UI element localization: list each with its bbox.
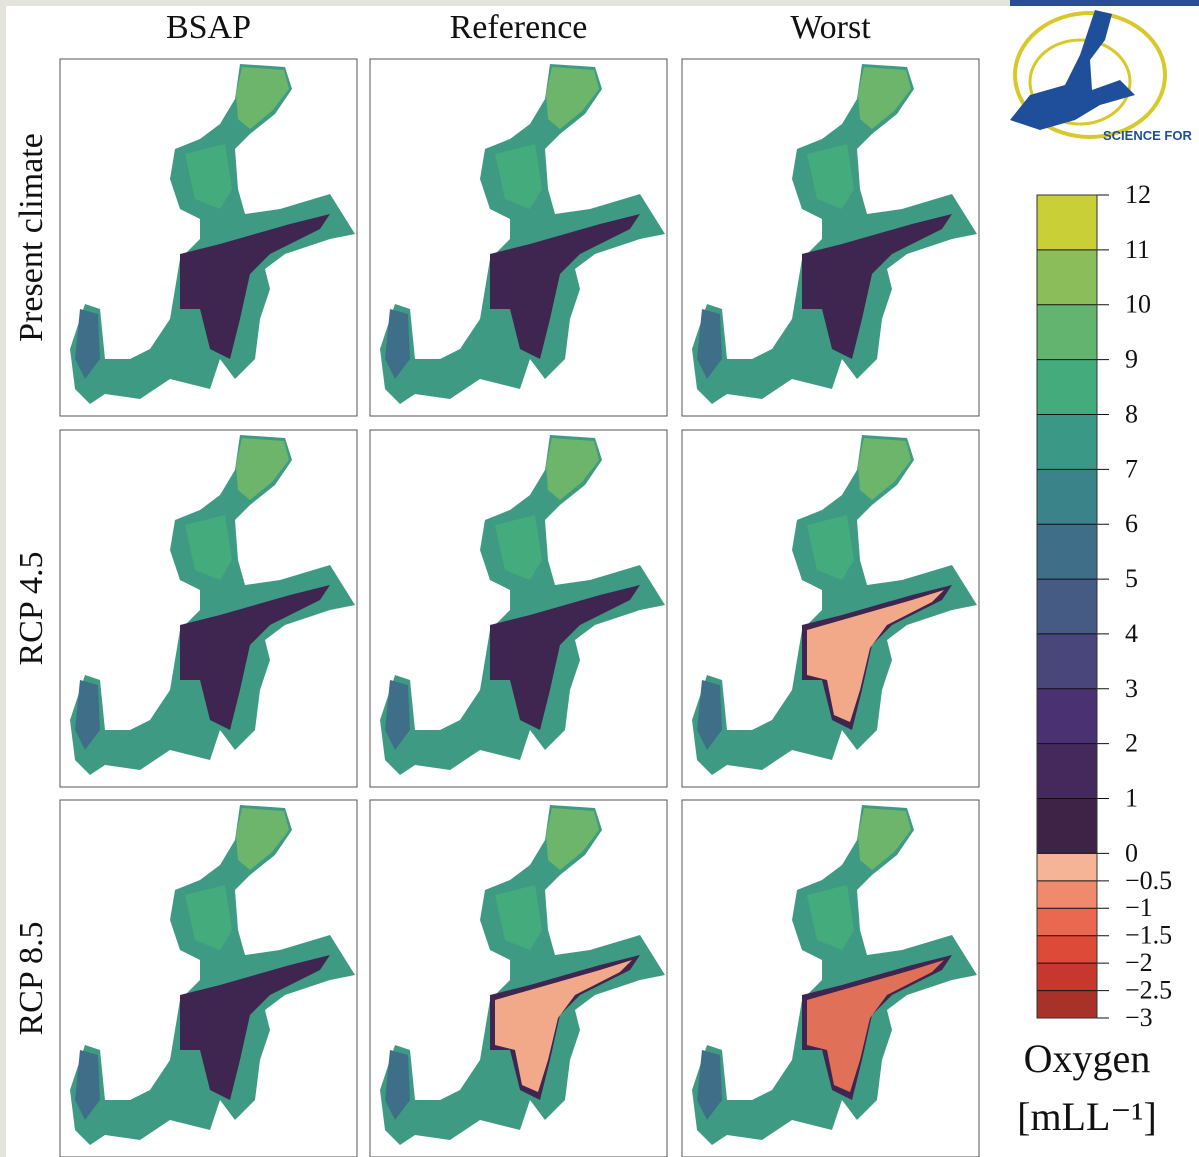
- colorbar-band: [1037, 963, 1097, 991]
- row-header: RCP 8.5: [13, 921, 50, 1035]
- colorbar-tick-label: −2.5: [1125, 976, 1172, 1005]
- colorbar-band: [1037, 633, 1097, 689]
- hypoxic-area: [495, 960, 632, 1092]
- colorbar-band: [1037, 249, 1097, 305]
- column-header: BSAP: [166, 9, 251, 46]
- colorbar-tick-label: 3: [1125, 674, 1138, 703]
- colorbar-tick-label: −3: [1125, 1003, 1153, 1032]
- colorbar-tick-label: −0.5: [1125, 866, 1172, 895]
- colorbar-tick-label: 10: [1125, 290, 1151, 319]
- colorbar-band: [1037, 908, 1097, 936]
- colorbar-band: [1037, 935, 1097, 964]
- colorbar-band: [1037, 469, 1097, 525]
- colorbar-tick-label: 11: [1125, 235, 1150, 264]
- colorbar-band: [1037, 990, 1097, 1018]
- map-panel: [369, 58, 668, 417]
- colorbar-band: [1037, 743, 1097, 799]
- map-panel: [681, 799, 980, 1157]
- colorbar-tick-label: −2: [1125, 948, 1153, 977]
- colorbar-band: [1037, 414, 1097, 470]
- column-header: Reference: [450, 9, 588, 46]
- colorbar-unit: [mLL⁻¹]: [1017, 1094, 1157, 1139]
- colorbar-band: [1037, 195, 1097, 250]
- row-header: Present climate: [13, 133, 50, 342]
- colorbar-tick-label: 5: [1125, 564, 1138, 593]
- hypoxic-area: [807, 960, 944, 1092]
- colorbar-tick-label: 4: [1125, 619, 1138, 648]
- colorbar-band: [1037, 880, 1097, 909]
- colorbar-band: [1037, 688, 1097, 744]
- colorbar-frame: [1036, 194, 1098, 1019]
- logo: SCIENCE FOR: [1010, 10, 1192, 143]
- colorbar-tick-label: 2: [1125, 729, 1138, 758]
- colorbar-band: [1037, 359, 1097, 415]
- colorbar-band: [1037, 579, 1097, 634]
- colorbar-tick-label: 1: [1125, 784, 1138, 813]
- frame-left: [0, 0, 6, 1157]
- colorbar-tick-label: −1: [1125, 893, 1153, 922]
- colorbar-tick-label: 7: [1125, 454, 1138, 483]
- map-panel: [59, 429, 358, 788]
- colorbar-tick-label: 9: [1125, 345, 1138, 374]
- colorbar-band: [1037, 304, 1097, 360]
- map-panel: [681, 429, 980, 788]
- row-header: RCP 4.5: [13, 551, 50, 665]
- map-panel: [59, 58, 358, 417]
- map-panel: [369, 799, 668, 1157]
- column-header: Worst: [790, 9, 871, 46]
- colorbar-tick-label: 0: [1125, 838, 1138, 867]
- map-panel: [59, 799, 358, 1157]
- hypoxic-area: [807, 590, 944, 722]
- colorbar-tick-label: 8: [1125, 399, 1138, 428]
- frame-top: [0, 0, 1010, 6]
- colorbar-tick-label: −1.5: [1125, 921, 1172, 950]
- map-panel: [369, 429, 668, 788]
- frame-bar: [1010, 0, 1199, 6]
- colorbar-tick-label: 6: [1125, 509, 1138, 538]
- map-panel: [681, 58, 980, 417]
- colorbar-band: [1037, 524, 1097, 580]
- colorbar-tick-label: 12: [1125, 180, 1151, 209]
- logo-text: SCIENCE FOR: [1103, 128, 1192, 143]
- colorbar-label: Oxygen: [1024, 1036, 1151, 1081]
- colorbar-band: [1037, 853, 1097, 881]
- colorbar-band: [1037, 798, 1097, 854]
